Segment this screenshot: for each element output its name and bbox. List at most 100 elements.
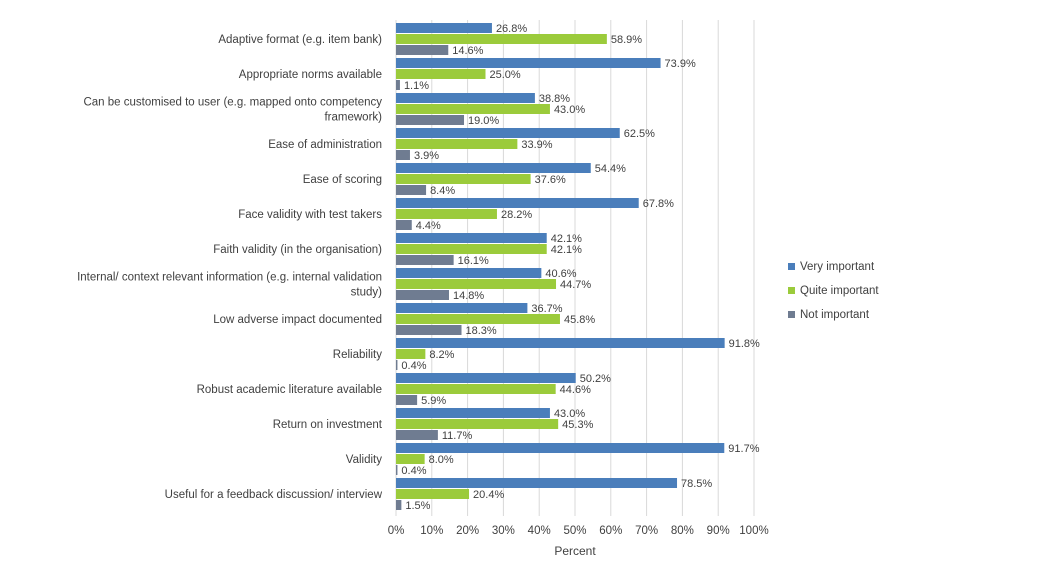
category-label: framework) (324, 112, 382, 124)
bar (396, 373, 576, 383)
legend-swatch (788, 287, 795, 294)
value-labels: 26.8% 73.9% 38.8% 62.5% 54.4% 67.8% 42.1% 40.6%… (401, 23, 760, 512)
bar (396, 360, 398, 370)
data-label: 54.4% (595, 163, 626, 175)
data-label: 33.9% (521, 139, 552, 151)
bar (396, 80, 400, 90)
bar (396, 185, 427, 195)
category-label: Validity (346, 454, 382, 466)
bar (396, 233, 547, 243)
bar (396, 150, 410, 160)
category-label: Reliability (333, 349, 382, 361)
data-label: 11.7% (442, 430, 473, 442)
data-label: 26.8% (496, 23, 527, 35)
data-label: 67.8% (643, 198, 674, 210)
legend-swatch (788, 311, 795, 318)
category-label: Appropriate norms available (239, 69, 382, 81)
data-label: 19.0% (468, 115, 499, 127)
category-label: Internal/ context relevant information (… (77, 272, 382, 284)
bar (396, 279, 557, 289)
bar (396, 220, 412, 230)
bar (396, 443, 725, 453)
data-label: 73.9% (665, 58, 696, 70)
data-label: 40.6% (545, 268, 576, 280)
bar (396, 268, 542, 278)
x-tick-label: 0% (388, 525, 405, 537)
data-label: 0.4% (401, 465, 426, 477)
data-label: 18.3% (466, 325, 497, 337)
data-label: 91.7% (728, 443, 759, 455)
bar (396, 408, 550, 418)
bars (396, 23, 725, 510)
bar (396, 139, 518, 149)
legend-swatch (788, 263, 795, 270)
data-label: 42.1% (551, 244, 582, 256)
bar (396, 290, 449, 300)
data-label: 50.2% (580, 373, 611, 385)
bar (396, 128, 620, 138)
legend-entry: Quite important (800, 285, 879, 297)
data-label: 38.8% (539, 93, 570, 105)
x-tick-label: 80% (671, 525, 694, 537)
x-tick-label: 50% (563, 525, 586, 537)
bar (396, 93, 535, 103)
bar (396, 395, 418, 405)
category-label: Adaptive format (e.g. item bank) (218, 34, 382, 46)
x-tick-label: 70% (635, 525, 658, 537)
bar (396, 303, 528, 313)
bar (396, 338, 725, 348)
bar (396, 314, 560, 324)
bar (396, 45, 449, 55)
data-label: 43.0% (554, 104, 585, 116)
data-label: 91.8% (729, 338, 760, 350)
category-label: Face validity with test takers (238, 209, 382, 221)
bar (396, 465, 398, 475)
data-label: 45.3% (562, 419, 593, 431)
bar (396, 69, 486, 79)
bar (396, 325, 462, 335)
bar (396, 489, 470, 499)
data-label: 14.6% (452, 45, 483, 57)
data-label: 25.0% (490, 69, 521, 81)
bar (396, 115, 465, 125)
x-tick-label: 60% (599, 525, 622, 537)
category-label: Low adverse impact documented (213, 314, 382, 326)
data-label: 4.4% (416, 220, 441, 232)
x-tick-label: 30% (492, 525, 515, 537)
data-label: 44.6% (560, 384, 591, 396)
bar (396, 58, 661, 68)
bar (396, 500, 402, 510)
data-label: 14.8% (453, 290, 484, 302)
data-label: 37.6% (535, 174, 566, 186)
bar (396, 349, 426, 359)
bar (396, 209, 497, 219)
data-label: 78.5% (681, 478, 712, 490)
data-label: 45.8% (564, 314, 595, 326)
data-label: 20.4% (473, 489, 504, 501)
category-label: Robust academic literature available (197, 384, 382, 396)
data-label: 3.9% (414, 150, 439, 162)
data-label: 36.7% (531, 303, 562, 315)
bar (396, 198, 639, 208)
data-label: 0.4% (401, 360, 426, 372)
x-tick-label: 100% (739, 525, 768, 537)
bar (396, 454, 425, 464)
bar (396, 34, 607, 44)
legend: Very important Quite important Not importa… (788, 261, 879, 321)
x-tick-label: 90% (707, 525, 730, 537)
x-tick-label: 40% (528, 525, 551, 537)
category-label: study) (351, 287, 382, 299)
legend-entry: Not important (800, 309, 870, 321)
category-labels: Adaptive format (e.g. item bank) Appropri… (77, 34, 383, 501)
data-label: 62.5% (624, 128, 655, 140)
bar (396, 174, 531, 184)
x-tick-label: 20% (456, 525, 479, 537)
category-label: Return on investment (273, 419, 383, 431)
category-label: Can be customised to user (e.g. mapped o… (83, 97, 382, 109)
data-label: 43.0% (554, 408, 585, 420)
data-label: 44.7% (560, 279, 591, 291)
x-axis-title: Percent (554, 544, 596, 558)
bar (396, 384, 556, 394)
bar (396, 419, 559, 429)
data-label: 5.9% (421, 395, 446, 407)
